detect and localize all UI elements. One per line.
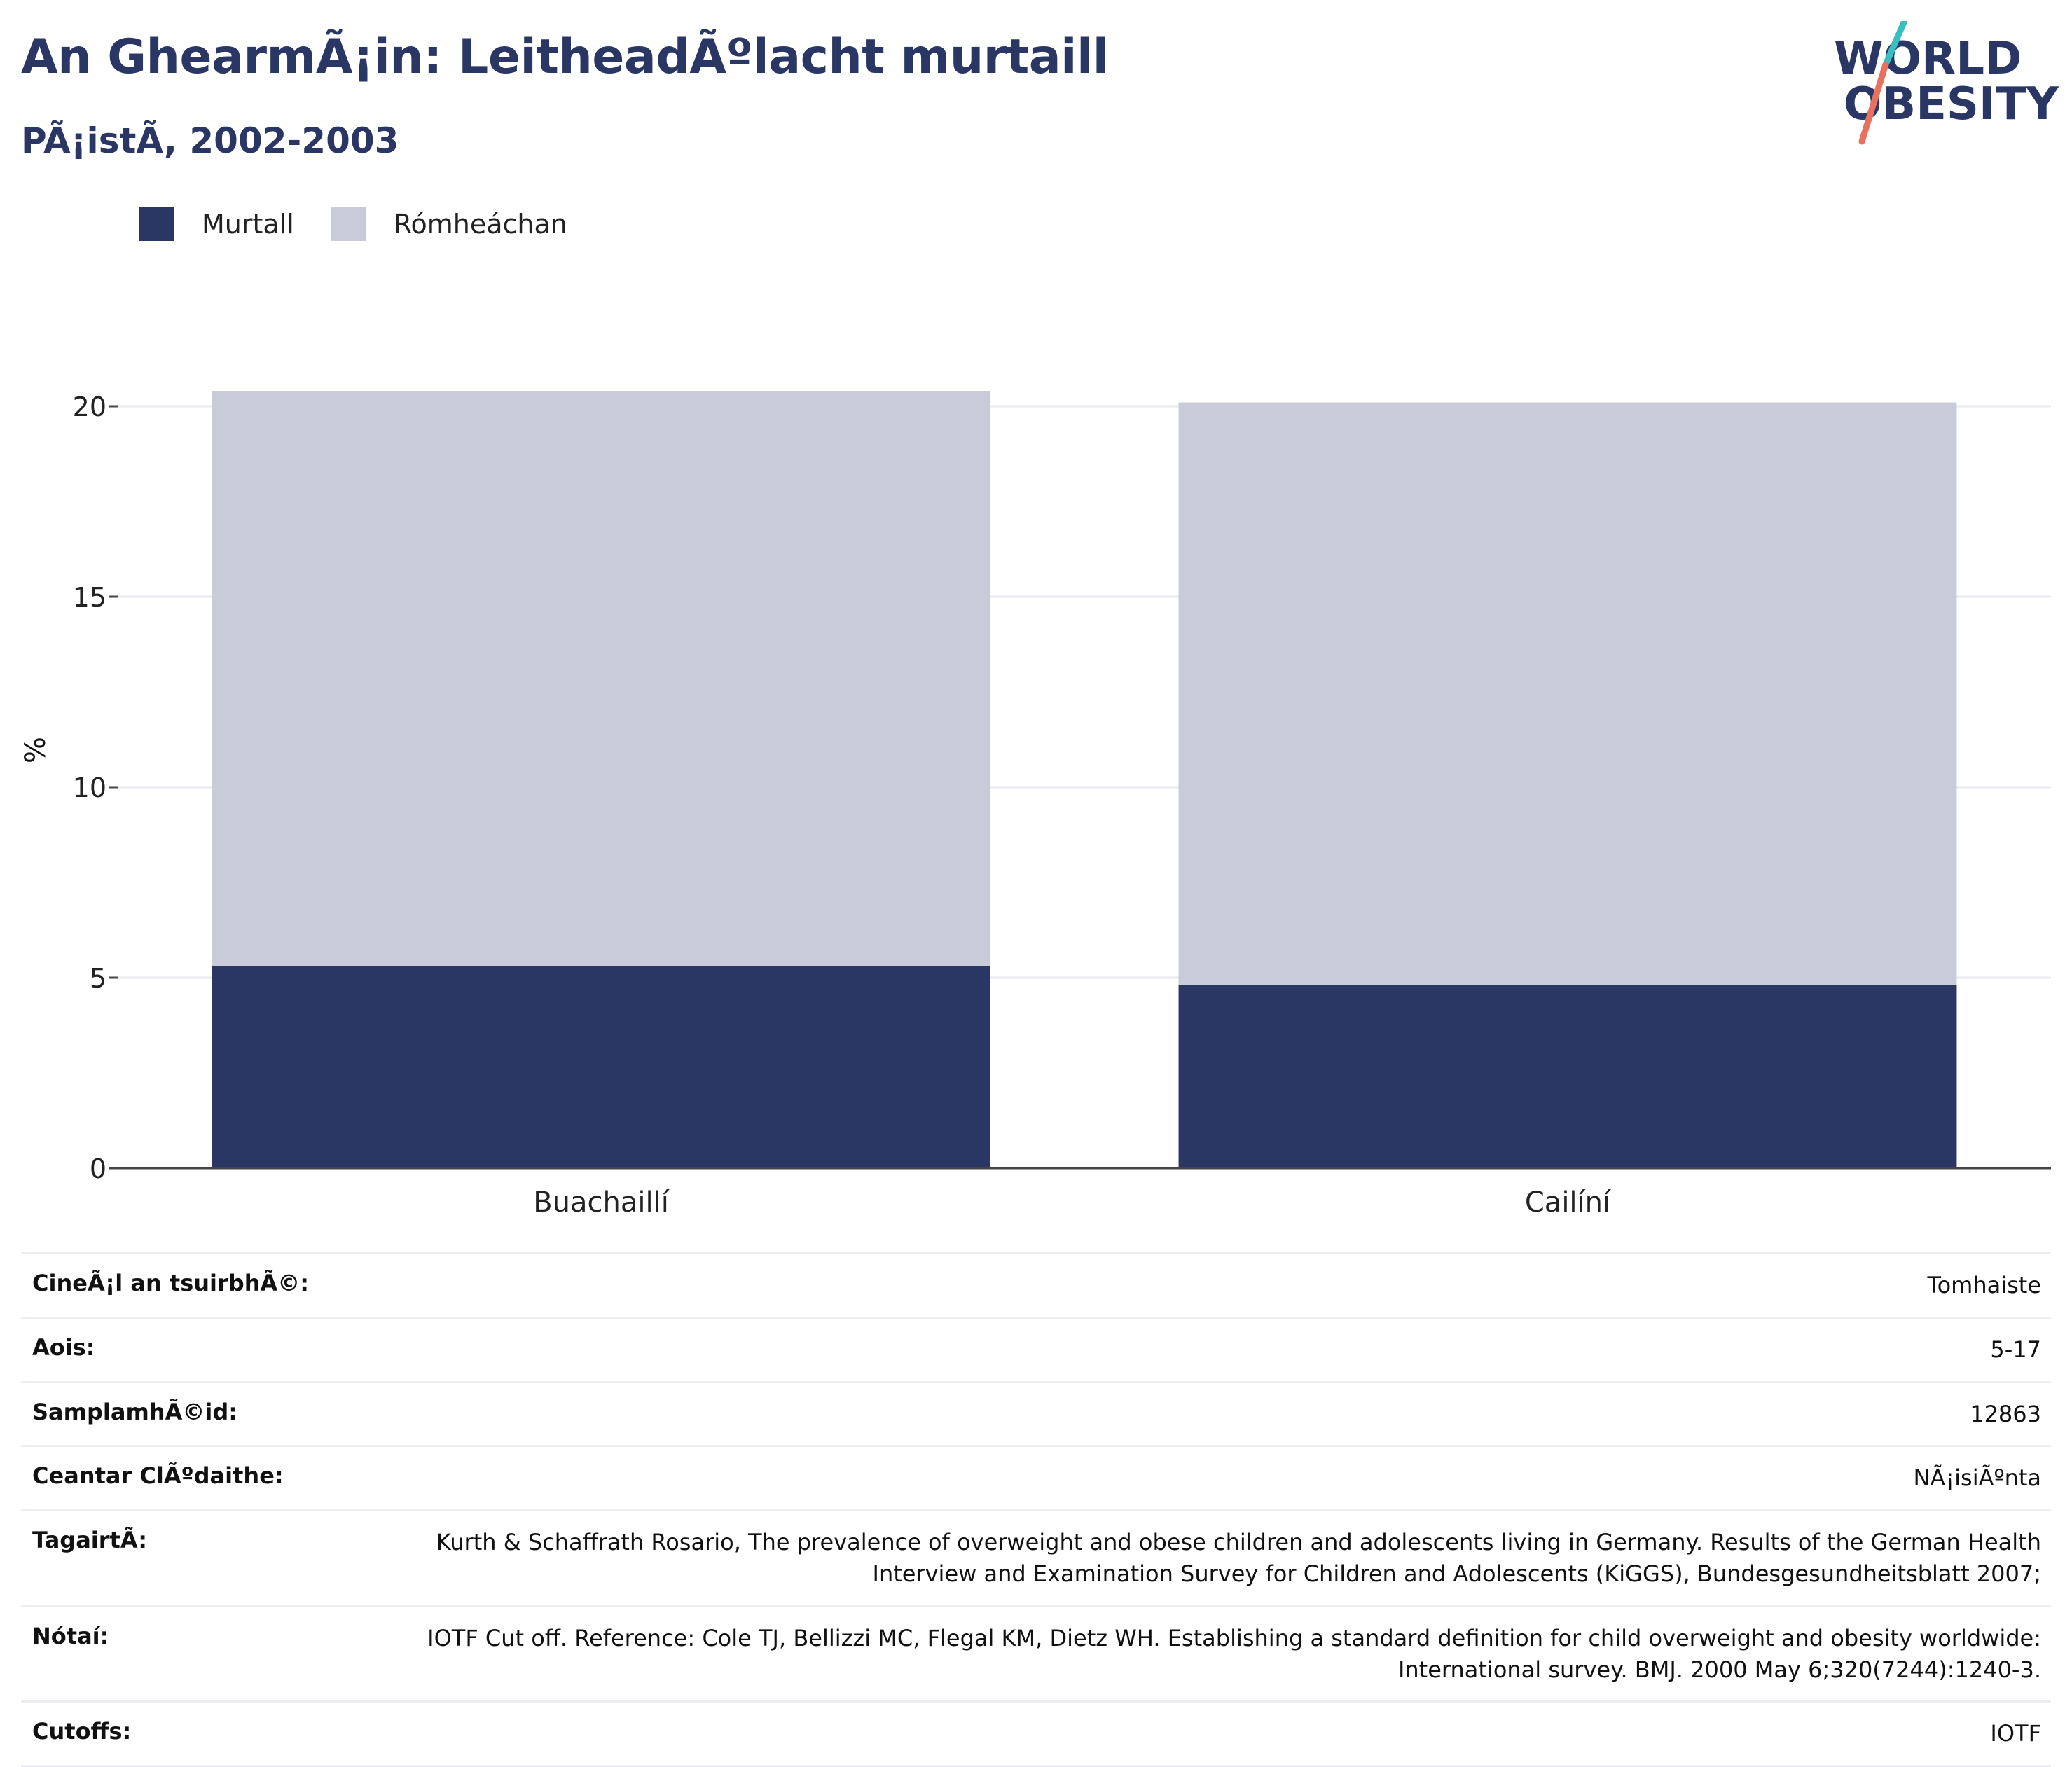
y-tick-label: 5 [90,963,106,994]
world-obesity-logo: WORLD OBESITY [1834,21,2059,145]
info-value: IOTF [1990,1720,2041,1747]
legend-swatch-romheachan [330,207,366,241]
info-key: Nótaí: [32,1622,109,1649]
info-table: CineÃ¡l an tsuirbhÃ©: Tomhaiste Aois: 5-17 S… [21,1252,2051,1767]
x-tick-label: Buachaillí [533,1186,670,1219]
x-tick-label: Cailíní [1525,1186,1612,1219]
bar-romheachan-0 [212,391,990,966]
info-key: Aois: [32,1333,95,1361]
legend-swatch-murtall [139,207,174,241]
y-tick-label: 0 [90,1153,106,1184]
info-key: SamplamhÃ©id: [32,1398,238,1425]
legend-item-romheachan[interactable]: Rómheáchan [330,207,567,241]
bar-chart: 0 5 10 15 20 Buachaillí Cailíní [73,391,2051,1219]
y-tick-label: 20 [73,391,106,422]
y-tick-label: 15 [73,582,106,613]
bar-murtall-0 [212,966,990,1168]
chart-subtitle: PÃ¡istÃ, 2002-2003 [21,120,399,161]
legend-label-romheachan: Rómheáchan [393,209,567,240]
legend: Murtall Rómheáchan [139,207,604,241]
info-key: TagairtÃ: [32,1527,147,1554]
info-row: Aois: 5-17 [21,1316,2051,1381]
info-row: Ceantar ClÃºdaithe: NÃ¡isiÃºnta [21,1445,2051,1509]
info-row: Nótaí: IOTF Cut off. Reference: Cole TJ, … [21,1605,2051,1701]
info-value: Tomhaiste [1927,1272,2041,1298]
bar-murtall-1 [1178,985,1957,1168]
info-row: TagairtÃ: Kurth & Schaffrath Rosario, The… [21,1509,2051,1605]
info-value: NÃ¡isiÃºnta [1913,1464,2041,1492]
info-key: Cutoffs: [32,1718,132,1745]
y-tick-label: 10 [73,772,106,803]
info-key: Ceantar ClÃºdaithe: [32,1462,284,1490]
legend-item-murtall[interactable]: Murtall [139,207,294,241]
info-value: 5-17 [1990,1336,2041,1363]
info-value: Kurth & Schaffrath Rosario, The prevalen… [436,1529,2041,1587]
chart-title: An GhearmÃ¡in: LeitheadÃºlacht murtaill [21,29,1109,85]
logo-line1: WORLD [1834,33,2022,85]
bar-romheachan-1 [1178,402,1957,985]
info-value: IOTF Cut off. Reference: Cole TJ, Belliz… [427,1624,2041,1683]
info-row: Cutoffs: IOTF [21,1700,2051,1767]
info-row: SamplamhÃ©id: 12863 [21,1380,2051,1446]
legend-label-murtall: Murtall [202,209,294,240]
info-value: 12863 [1970,1400,2041,1427]
info-key: CineÃ¡l an tsuirbhÃ©: [32,1270,310,1296]
info-row: CineÃ¡l an tsuirbhÃ©: Tomhaiste [21,1252,2051,1317]
